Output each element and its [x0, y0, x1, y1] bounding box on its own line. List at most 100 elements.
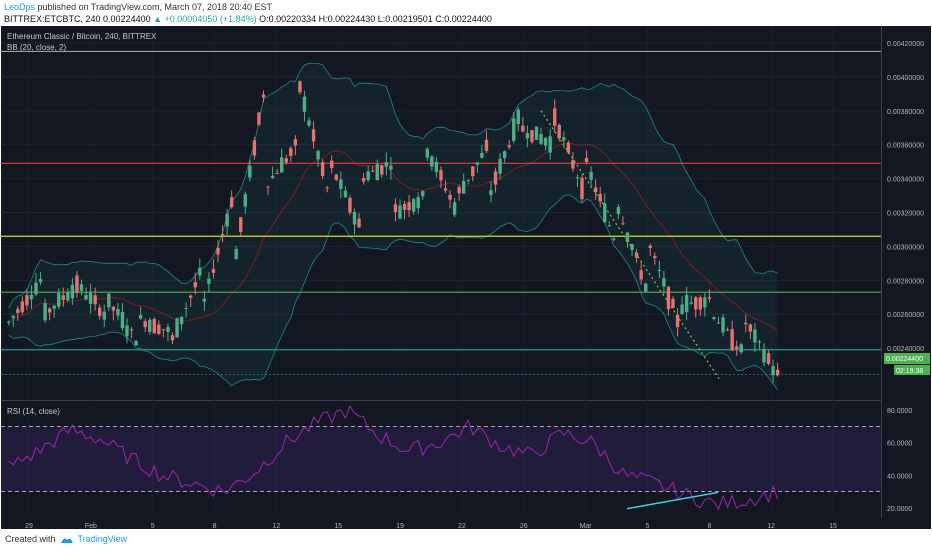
candle-body	[407, 202, 411, 211]
candle-body	[52, 305, 56, 309]
candle-body	[411, 199, 416, 212]
candle-body	[179, 316, 184, 325]
countdown-badge	[894, 365, 930, 375]
candle-body	[584, 157, 589, 163]
candle-body	[134, 340, 138, 346]
candle-body	[703, 297, 707, 308]
candle-body	[593, 187, 598, 193]
candle-body	[7, 321, 11, 323]
candle-body	[625, 232, 630, 243]
candle-body	[307, 120, 311, 126]
candle-body	[612, 238, 616, 240]
bb-lower	[8, 194, 778, 390]
chart-container[interactable]: 0.00240000 0.00260000 0.00280000 0.00300000…	[1, 26, 931, 530]
candle-body	[716, 322, 721, 324]
axes: 0.00240000 0.00260000 0.00280000 0.00300000…	[25, 41, 924, 530]
candle-body	[721, 317, 725, 333]
candle-body	[430, 156, 434, 167]
candle-body	[298, 81, 302, 93]
candle-body	[334, 174, 338, 180]
candle-body	[325, 187, 329, 189]
candle-body	[539, 133, 543, 144]
candle-body	[657, 269, 662, 271]
candle-body	[653, 256, 657, 259]
candle-body	[666, 286, 671, 310]
candle-body	[148, 319, 152, 332]
price-change: ▲ +0.00004050 (+1.84%)	[153, 14, 257, 24]
candle-body	[207, 278, 211, 284]
candle-body	[448, 194, 452, 200]
candle-body	[339, 179, 343, 190]
bollinger-bands	[8, 62, 778, 390]
divergence-line	[626, 491, 719, 510]
candle-body	[66, 292, 70, 301]
candle-body	[229, 197, 234, 208]
candle-body	[425, 148, 429, 158]
candle-body	[598, 193, 602, 202]
candle-body	[375, 164, 379, 181]
candle-body	[93, 295, 97, 305]
candle-body	[621, 223, 625, 225]
price-tick-label: 0.00280000	[887, 278, 924, 285]
candle-body	[771, 366, 775, 376]
chart-svg[interactable]: 0.00240000 0.00260000 0.00280000 0.00300000…	[1, 26, 931, 530]
price-tick-label: 0.00260000	[887, 312, 924, 319]
candle-body	[343, 190, 348, 198]
time-tick-label: 8	[213, 523, 217, 529]
time-tick-label: 26	[520, 523, 528, 529]
candle-body	[502, 151, 507, 159]
candle-body	[20, 301, 25, 313]
candle-body	[380, 165, 384, 175]
candle-body	[302, 96, 307, 112]
candle-body	[357, 218, 361, 228]
tradingview-brand[interactable]: TradingView	[77, 534, 128, 544]
candle-body	[38, 278, 43, 283]
candle-body	[757, 341, 762, 343]
candle-body	[471, 166, 475, 177]
candle-body	[707, 297, 712, 299]
candle-body	[98, 307, 102, 316]
candle-body	[252, 140, 257, 156]
candle-body	[248, 165, 252, 178]
time-tick-label: Feb	[85, 523, 97, 529]
candle-body	[289, 148, 293, 156]
candle-body	[320, 162, 325, 176]
candle-body	[589, 172, 593, 180]
candle-body	[184, 307, 188, 309]
candle-body	[116, 308, 120, 316]
candle-body	[421, 191, 425, 197]
candle-body	[143, 321, 147, 328]
candle-body	[507, 145, 511, 147]
candle-body	[393, 204, 398, 213]
candle-body	[434, 161, 439, 173]
candle-body	[730, 329, 734, 351]
price-badge-value: 0.00224400	[886, 356, 923, 363]
time-tick-label: 19	[396, 523, 404, 529]
candle-body	[102, 311, 106, 320]
candle-body	[684, 295, 689, 313]
candle-body	[603, 203, 607, 223]
author-link[interactable]: LeoDps	[4, 2, 36, 12]
candle-body	[170, 335, 175, 341]
bb-legend: BB (20, close, 2)	[7, 43, 66, 52]
candle-body	[384, 162, 389, 167]
candle-body	[521, 125, 525, 132]
candle-body	[534, 126, 539, 140]
candle-body	[202, 298, 207, 302]
candle-body	[457, 186, 461, 194]
time-tick-label: 12	[272, 523, 280, 529]
tradingview-logo-icon	[60, 538, 73, 543]
price-tick-label: 0.00320000	[887, 211, 924, 218]
candle-body	[25, 295, 29, 306]
rsi-band-fill	[1, 426, 881, 492]
price-tick-label: 0.00380000	[887, 109, 924, 116]
candle-body	[416, 197, 420, 209]
candle-body	[512, 118, 516, 141]
candle-body	[157, 324, 161, 335]
price-badge	[884, 353, 930, 364]
candle-body	[616, 207, 621, 214]
candle-body	[493, 171, 498, 185]
time-tick-label: 5	[646, 523, 650, 529]
candle-body	[371, 170, 375, 172]
candle-body	[152, 319, 156, 334]
